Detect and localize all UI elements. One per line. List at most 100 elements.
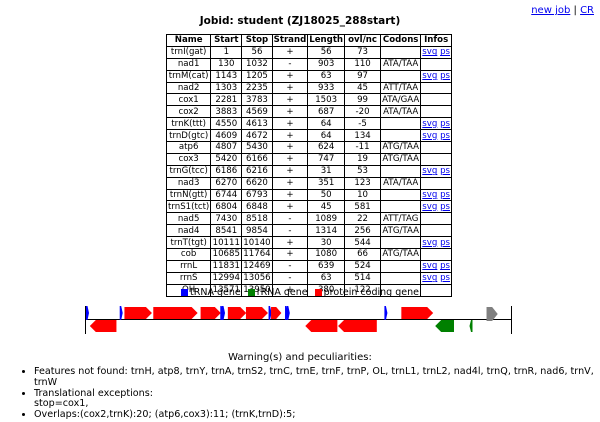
svg-link[interactable]: svg: [422, 166, 438, 177]
svg-link[interactable]: svg: [422, 237, 438, 248]
cell-stop: 6793: [241, 188, 273, 202]
svg-link[interactable]: svg: [422, 273, 438, 284]
cell-name: nad5: [165, 212, 212, 226]
cell-strand: +: [271, 248, 309, 261]
cell-stop: 6620: [241, 176, 273, 190]
column-header: Length: [307, 34, 346, 47]
cell-stop: 4569: [241, 105, 273, 119]
cell-length: 45: [307, 200, 346, 214]
cell-strand: +: [271, 93, 309, 107]
table-row: cox2 3883 4569 +687 -20 ATA/TAA: [165, 105, 452, 119]
cell-strand: +: [271, 141, 309, 154]
cell-start: 1143: [210, 69, 243, 83]
ps-link[interactable]: ps: [440, 130, 450, 141]
ps-link[interactable]: ps: [440, 261, 450, 272]
cell-infos: [420, 248, 452, 261]
svg-link[interactable]: svg: [422, 261, 438, 272]
cell-name: trnK(ttt): [165, 117, 212, 131]
gene-feature-trngtcc: [268, 306, 272, 320]
cell-start: 130: [210, 57, 243, 71]
cell-ovl: 45: [344, 81, 382, 95]
ps-link[interactable]: ps: [440, 273, 450, 284]
column-header: Strand: [271, 34, 309, 47]
cell-name: trnM(cat): [165, 69, 212, 83]
cell-start: 2281: [210, 93, 243, 107]
cell-length: 624: [307, 141, 346, 154]
cell-codons: ATT/TAA: [380, 81, 422, 95]
cell-ovl: 123: [344, 176, 382, 190]
cell-stop: 4613: [241, 117, 273, 131]
cell-strand: -: [271, 259, 309, 273]
gene-feature-nad4: [338, 320, 377, 332]
ps-link[interactable]: ps: [440, 201, 450, 212]
cell-start: 3883: [210, 105, 243, 119]
gene-feature-rrns: [469, 320, 473, 332]
cell-codons: ATT/TAG: [380, 212, 422, 226]
cell-codons: [380, 45, 422, 59]
new-job-link[interactable]: new job: [531, 5, 571, 16]
table-row: atp6 4807 5430 +624 -11 ATG/TAA: [165, 141, 452, 154]
table-row: trnM(cat) 1143 1205 +63 97 svg ps: [165, 69, 452, 83]
cell-strand: -: [271, 224, 309, 238]
cell-codons: ATG/TAA: [380, 152, 422, 166]
cell-name: trnD(gtc): [165, 129, 212, 143]
cell-name: cox3: [165, 152, 212, 166]
cell-infos: [420, 176, 452, 190]
column-header: Infos: [420, 34, 452, 47]
protein-swatch: [314, 289, 322, 296]
cell-start: 10111: [210, 236, 243, 250]
cell-ovl: 581: [344, 200, 382, 214]
ps-link[interactable]: ps: [440, 166, 450, 177]
gene-feature-nad2: [124, 307, 152, 319]
gene-feature-nad3: [271, 307, 282, 319]
svg-link[interactable]: svg: [422, 118, 438, 129]
cell-ovl: 256: [344, 224, 382, 238]
ps-link[interactable]: ps: [440, 71, 450, 82]
svg-link[interactable]: svg: [422, 47, 438, 58]
cell-strand: -: [271, 57, 309, 71]
cell-infos: svg ps: [420, 236, 452, 250]
table-row: trnS1(tct) 6804 6848 +45 581 svg ps: [165, 200, 452, 214]
cell-length: 50: [307, 188, 346, 202]
cell-name: OH: [165, 283, 212, 297]
cell-codons: [380, 69, 422, 83]
cell-strand: +: [271, 81, 309, 95]
cell-start: 11831: [210, 259, 243, 273]
cell-infos: [420, 224, 452, 238]
cell-infos: [420, 105, 452, 119]
column-header: Codons: [380, 34, 422, 47]
cell-start: 1303: [210, 81, 243, 95]
svg-link[interactable]: svg: [422, 71, 438, 82]
cell-codons: ATA/TAA: [380, 57, 422, 71]
cell-stop: 6166: [241, 152, 273, 166]
ps-link[interactable]: ps: [440, 237, 450, 248]
ps-link[interactable]: ps: [440, 190, 450, 201]
cell-strand: +: [271, 117, 309, 131]
ps-link[interactable]: ps: [440, 47, 450, 58]
table-row: trnI(gat) 1 56 +56 73 svg ps: [165, 45, 452, 59]
cell-ovl: 97: [344, 69, 382, 83]
cell-ovl: 53: [344, 164, 382, 178]
gene-feature-trnmcat: [119, 306, 123, 320]
table-row: trnN(gtt) 6744 6793 +50 10 svg ps: [165, 188, 452, 202]
cell-strand: -: [271, 212, 309, 226]
gene-feature-cox1: [153, 307, 198, 319]
gene-feature-rrnl: [435, 320, 455, 332]
cell-name: atp6: [165, 141, 212, 154]
table-row: cox1 2281 3783 +1503 99 ATA/GAA: [165, 93, 452, 107]
column-header: Stop: [241, 34, 273, 47]
cell-strand: +: [271, 129, 309, 143]
ps-link[interactable]: ps: [440, 118, 450, 129]
cell-name: nad3: [165, 176, 212, 190]
cell-start: 6804: [210, 200, 243, 214]
gene-feature-nad1: [89, 320, 117, 332]
cell-start: 4550: [210, 117, 243, 131]
cell-start: 5420: [210, 152, 243, 166]
svg-link[interactable]: svg: [422, 130, 438, 141]
cr-link[interactable]: CR: [580, 5, 594, 16]
cell-codons: [380, 259, 422, 273]
svg-link[interactable]: svg: [422, 190, 438, 201]
svg-link[interactable]: svg: [422, 201, 438, 212]
cell-infos: [420, 212, 452, 226]
cell-strand: +: [271, 283, 309, 297]
